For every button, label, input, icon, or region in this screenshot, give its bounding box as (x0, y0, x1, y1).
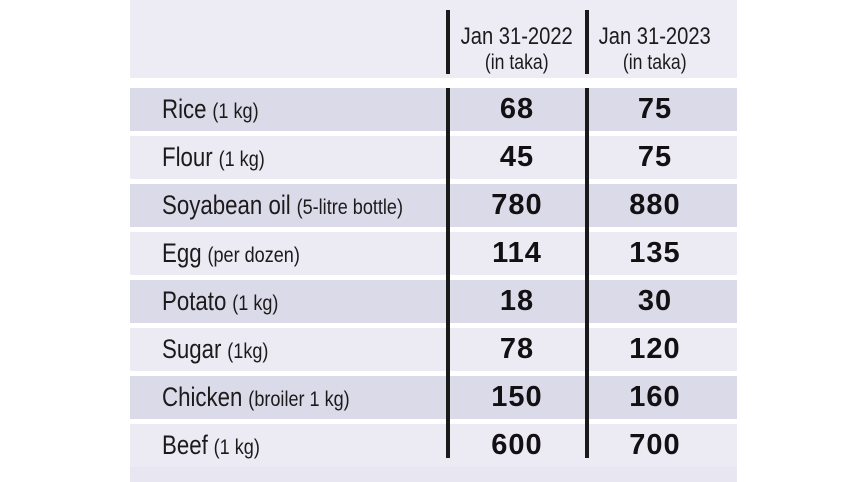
item-name: Chicken (162, 382, 243, 412)
value-2023-cell: 135 (587, 232, 737, 275)
table-row-flour: Flour (1 kg) 45 75 (130, 136, 737, 179)
item-label-cell: Egg (per dozen) (130, 232, 447, 275)
item-name: Egg (162, 238, 202, 268)
price-2022: 18 (499, 285, 535, 317)
item-detail: (broiler 1 kg) (248, 387, 350, 411)
header-col-2023: Jan 31-2023 (in taka) (587, 0, 737, 78)
value-2023-cell: 700 (587, 424, 737, 467)
value-2022-cell: 600 (447, 424, 587, 467)
column-divider-1-body (446, 88, 450, 458)
table-footer-strip (130, 467, 737, 482)
price-2023: 160 (629, 381, 681, 413)
value-2022-cell: 114 (447, 232, 587, 275)
price-2023: 30 (637, 285, 673, 317)
item-name: Potato (162, 286, 227, 316)
header-col-2022-unit: (in taka) (485, 50, 549, 74)
item-detail: (1 kg) (218, 147, 265, 171)
price-2023: 120 (629, 333, 681, 365)
item-label-cell: Flour (1 kg) (130, 136, 447, 179)
item-detail: (per dozen) (207, 243, 300, 267)
table-row-rice: Rice (1 kg) 68 75 (130, 88, 737, 131)
item-label-cell: Beef (1 kg) (130, 424, 447, 467)
value-2022-cell: 78 (447, 328, 587, 371)
value-2022-cell: 68 (447, 88, 587, 131)
price-2023: 880 (629, 189, 681, 221)
price-2023: 75 (637, 93, 673, 125)
table-row-potato: Potato (1 kg) 18 30 (130, 280, 737, 323)
value-2023-cell: 75 (587, 136, 737, 179)
value-2022-cell: 150 (447, 376, 587, 419)
row-separator (130, 371, 737, 376)
item-name: Beef (162, 430, 208, 460)
item-label-cell: Potato (1 kg) (130, 280, 447, 323)
item-detail: (1 kg) (213, 435, 260, 459)
row-separator (130, 323, 737, 328)
row-separator (130, 179, 737, 184)
item-detail: (5-litre bottle) (296, 195, 403, 219)
header-col-2023-date: Jan 31-2023 (598, 22, 712, 50)
value-2022-cell: 18 (447, 280, 587, 323)
header-col-2023-unit: (in taka) (623, 50, 687, 74)
table-row-chicken: Chicken (broiler 1 kg) 150 160 (130, 376, 737, 419)
price-2022: 114 (492, 237, 542, 269)
row-separator (130, 131, 737, 136)
price-2023: 75 (637, 141, 673, 173)
item-detail: (1 kg) (232, 291, 279, 315)
item-label-cell: Chicken (broiler 1 kg) (130, 376, 447, 419)
row-separator (130, 78, 737, 88)
item-name: Flour (162, 142, 213, 172)
item-name: Rice (162, 94, 207, 124)
price-2023: 700 (629, 429, 681, 461)
item-label-cell: Sugar (1kg) (130, 328, 447, 371)
table-row-sugar: Sugar (1kg) 78 120 (130, 328, 737, 371)
table-row-soyabean-oil: Soyabean oil (5-litre bottle) 780 880 (130, 184, 737, 227)
price-2022: 150 (491, 381, 543, 413)
value-2023-cell: 75 (587, 88, 737, 131)
price-2022: 68 (499, 93, 535, 125)
column-divider-1-header (446, 10, 450, 74)
item-label-cell: Soyabean oil (5-litre bottle) (130, 184, 447, 227)
value-2022-cell: 780 (447, 184, 587, 227)
price-table: Jan 31-2022 (in taka) Jan 31-2023 (in ta… (130, 0, 737, 482)
header-col-2022: Jan 31-2022 (in taka) (447, 0, 587, 78)
value-2022-cell: 45 (447, 136, 587, 179)
price-2023: 135 (629, 237, 681, 269)
table-row-egg: Egg (per dozen) 114 135 (130, 232, 737, 275)
price-2022: 78 (499, 333, 535, 365)
value-2023-cell: 880 (587, 184, 737, 227)
column-divider-2-header (585, 10, 589, 74)
item-name: Soyabean oil (162, 190, 291, 220)
price-2022: 600 (491, 429, 543, 461)
table-row-beef: Beef (1 kg) 600 700 (130, 424, 737, 467)
price-2022: 780 (491, 189, 543, 221)
header-col-2022-date: Jan 31-2022 (460, 22, 574, 50)
header-col-2023-text: Jan 31-2023 (in taka) (599, 23, 711, 75)
header-col-2022-text: Jan 31-2022 (in taka) (461, 23, 573, 75)
value-2023-cell: 30 (587, 280, 737, 323)
value-2023-cell: 120 (587, 328, 737, 371)
row-separator (130, 275, 737, 280)
column-divider-2-body (585, 88, 589, 458)
item-name: Sugar (162, 334, 222, 364)
table-header-row: Jan 31-2022 (in taka) Jan 31-2023 (in ta… (130, 0, 737, 78)
row-separator (130, 227, 737, 232)
value-2023-cell: 160 (587, 376, 737, 419)
item-detail: (1 kg) (212, 99, 259, 123)
item-label-cell: Rice (1 kg) (130, 88, 447, 131)
price-2022: 45 (499, 141, 535, 173)
item-detail: (1kg) (227, 339, 269, 363)
header-empty-cell (130, 0, 447, 78)
row-separator (130, 419, 737, 424)
